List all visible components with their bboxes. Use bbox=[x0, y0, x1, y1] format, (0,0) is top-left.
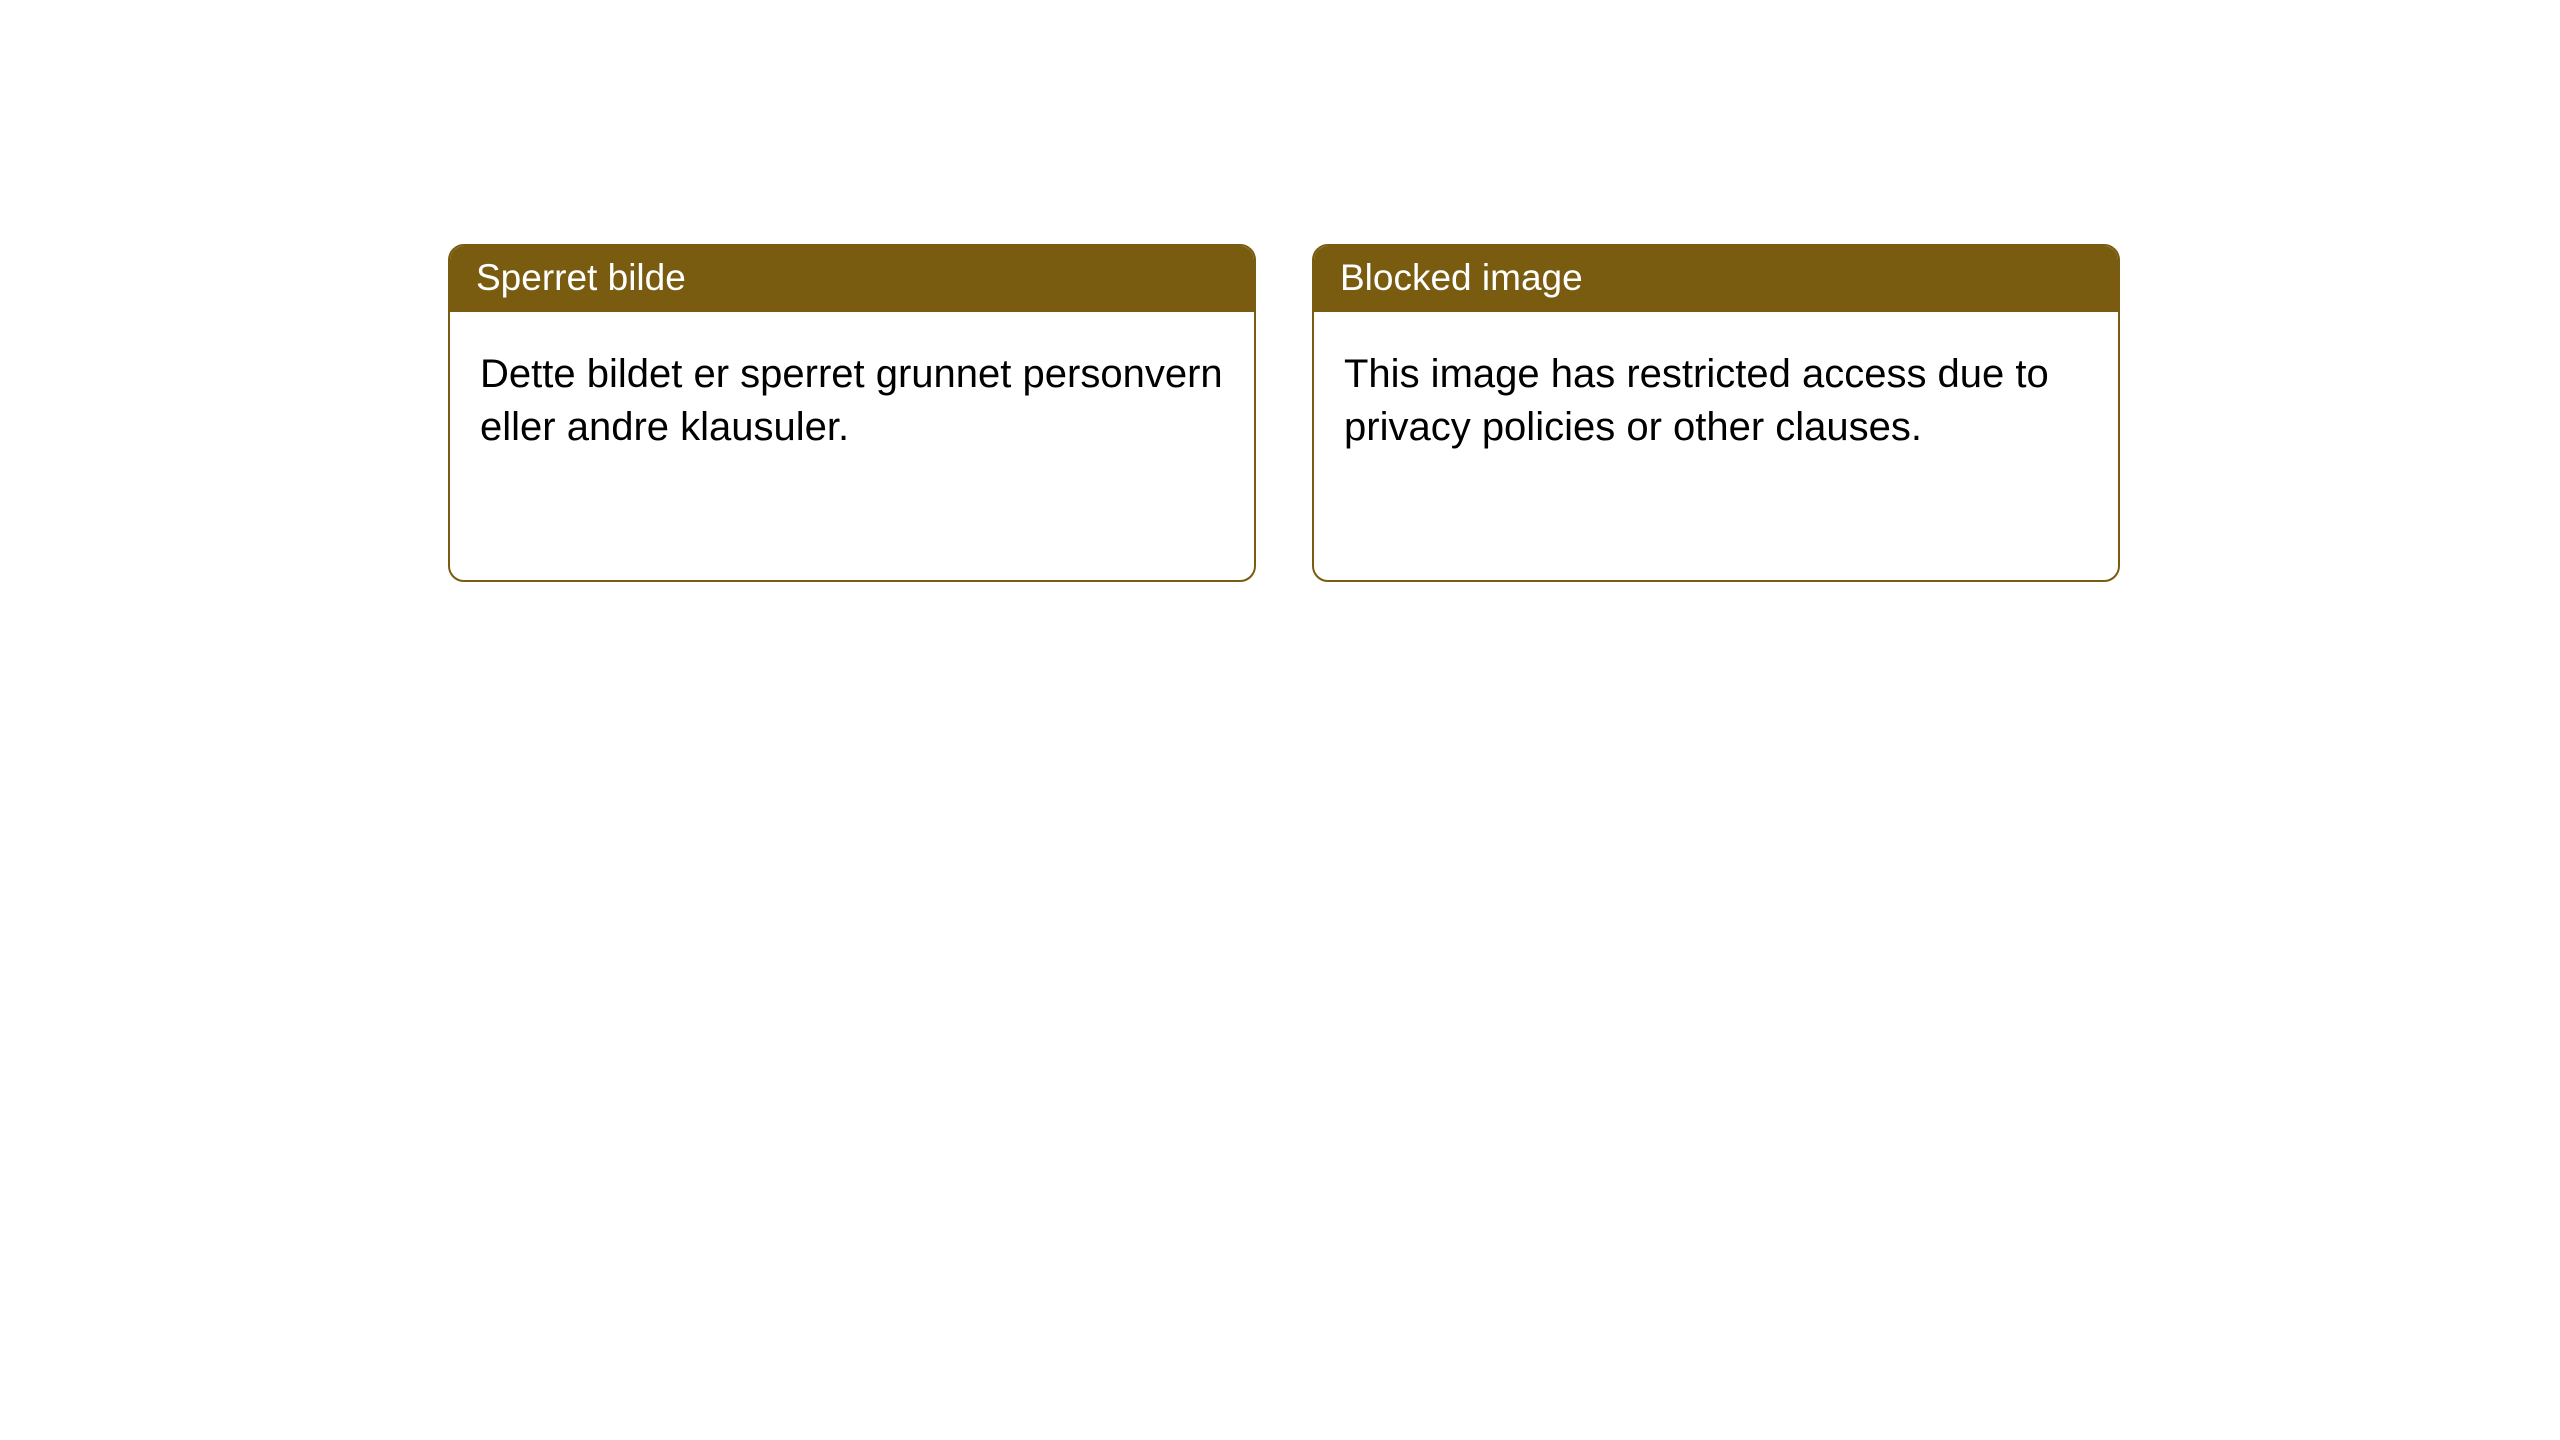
notice-title-norwegian: Sperret bilde bbox=[450, 246, 1254, 312]
notice-message-english: This image has restricted access due to … bbox=[1314, 312, 2118, 484]
notice-title-english: Blocked image bbox=[1314, 246, 2118, 312]
notice-card-norwegian: Sperret bilde Dette bildet er sperret gr… bbox=[448, 244, 1256, 582]
notice-container: Sperret bilde Dette bildet er sperret gr… bbox=[0, 0, 2560, 582]
notice-card-english: Blocked image This image has restricted … bbox=[1312, 244, 2120, 582]
notice-message-norwegian: Dette bildet er sperret grunnet personve… bbox=[450, 312, 1254, 484]
